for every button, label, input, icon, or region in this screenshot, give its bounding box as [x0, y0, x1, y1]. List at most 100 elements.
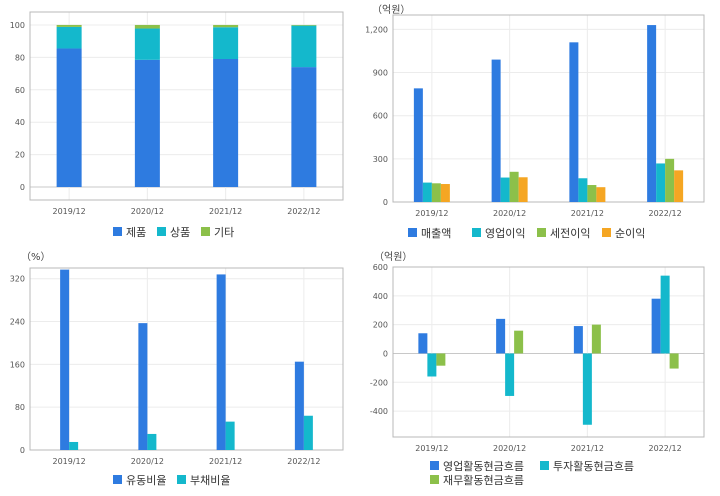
- bar-유동비율-2020/12: [138, 323, 148, 450]
- y-tick-label: 900: [373, 69, 388, 78]
- bar-상품-2020/12: [134, 28, 160, 60]
- legend-label: 유동비율: [126, 474, 166, 487]
- plot-frame: [392, 266, 705, 438]
- legend-swatch: [177, 475, 186, 484]
- y-tick-label: 160: [10, 360, 25, 369]
- bar-매출액-2021/12: [569, 42, 579, 203]
- legend-label: 기타: [214, 226, 234, 239]
- bar-매출액-2022/12: [647, 25, 657, 203]
- bar-매출액-2019/12: [413, 88, 423, 202]
- bar-부채비율-2019/12: [69, 441, 79, 450]
- x-tick-label: 2021/12: [209, 207, 242, 216]
- chart-panel-4: 600 400 200 0 -200 -400 2019/12 2020/12 2021/12 2…: [370, 251, 705, 487]
- bar-세전이익-2020/12: [509, 171, 519, 202]
- chart-panel-1: 0 20 40 60 80 100 2019/12 2020/12 2021/12 2022/12…: [10, 11, 344, 239]
- y-tick-label: 0: [20, 446, 25, 455]
- bar-기타-2019/12: [56, 24, 82, 27]
- y-tick-label: 600: [373, 263, 388, 272]
- bar-제품-2020/12: [134, 59, 160, 188]
- legend-label: 투자활동현금흐름: [553, 459, 634, 473]
- bar-영업이익-2022/12: [656, 163, 666, 202]
- y-tick-label: 40: [15, 118, 25, 127]
- x-tick-label: 2022/12: [287, 457, 320, 466]
- bar-영업활동현금흐름-2022/12: [651, 298, 661, 354]
- x-tick-label: 2020/12: [131, 207, 164, 216]
- y-tick-label: 80: [15, 53, 25, 62]
- y-tick-label: 0: [383, 198, 388, 207]
- bar-유동비율-2022/12: [294, 361, 304, 450]
- legend-swatch: [113, 475, 122, 484]
- bar-세전이익-2021/12: [587, 185, 597, 202]
- legend-swatch: [540, 461, 549, 470]
- x-tick-label: 2019/12: [53, 207, 86, 216]
- x-tick-label: 2021/12: [571, 209, 604, 218]
- plot-frame: [392, 14, 705, 203]
- y-tick-label: 600: [373, 112, 388, 121]
- bar-재무활동현금흐름-2020/12: [514, 330, 524, 354]
- y-tick-label: 320: [10, 275, 25, 284]
- bar-투자활동현금흐름-2021/12: [582, 353, 592, 425]
- legend-label: 부채비율: [190, 474, 230, 487]
- legend-swatch: [113, 227, 122, 236]
- bar-순이익-2021/12: [596, 187, 606, 202]
- bar-상품-2021/12: [213, 27, 239, 59]
- y-tick-label: -200: [370, 378, 388, 387]
- x-tick-label: 2020/12: [493, 209, 526, 218]
- plot-frame: [29, 267, 344, 451]
- y-tick-label: 80: [15, 403, 25, 412]
- bar-투자활동현금흐름-2020/12: [505, 353, 515, 396]
- bar-순이익-2019/12: [440, 184, 450, 202]
- x-tick-label: 2021/12: [209, 457, 242, 466]
- bar-유동비율-2019/12: [60, 269, 70, 450]
- bar-순이익-2020/12: [518, 177, 528, 202]
- y-tick-label: 1,200: [365, 25, 388, 34]
- y-tick-label: 100: [10, 21, 25, 30]
- bar-재무활동현금흐름-2021/12: [591, 324, 601, 354]
- legend-label: 매출액: [421, 227, 451, 240]
- bar-투자활동현금흐름-2022/12: [660, 275, 670, 354]
- bar-세전이익-2022/12: [665, 158, 675, 202]
- legend-swatch: [602, 228, 611, 237]
- chart-panel-3: 0 80 160 240 320 2019/12 2020/12 2021/12 2022/12…: [10, 251, 344, 487]
- bar-상품-2019/12: [56, 26, 82, 49]
- x-tick-label: 2022/12: [287, 207, 320, 216]
- bar-영업이익-2019/12: [422, 182, 432, 202]
- legend-label: 순이익: [615, 227, 645, 240]
- legend-label: 세전이익: [550, 227, 590, 240]
- x-tick-label: 2019/12: [53, 457, 86, 466]
- legend-label: 영업이익: [485, 227, 525, 240]
- legend-swatch: [201, 227, 210, 236]
- bar-기타-2021/12: [213, 24, 239, 28]
- bar-세전이익-2019/12: [431, 183, 441, 202]
- unit-label: （%）: [21, 251, 51, 263]
- legend-label: 재무활동현금흐름: [443, 473, 524, 487]
- bar-재무활동현금흐름-2022/12: [669, 353, 679, 369]
- bar-투자활동현금흐름-2019/12: [427, 353, 437, 377]
- plot-frame: [29, 11, 344, 201]
- bar-순이익-2022/12: [674, 170, 684, 202]
- legend-swatch: [472, 228, 481, 237]
- legend-label: 영업활동현금흐름: [443, 459, 524, 473]
- unit-label: （억원）: [374, 251, 412, 263]
- y-tick-label: 60: [15, 86, 25, 95]
- y-tick-label: 20: [15, 151, 25, 160]
- x-tick-label: 2022/12: [649, 209, 682, 218]
- bar-제품-2019/12: [56, 48, 82, 188]
- bar-부채비율-2022/12: [303, 415, 313, 450]
- bar-영업이익-2020/12: [500, 177, 510, 202]
- x-tick-label: 2020/12: [493, 444, 526, 453]
- bar-기타-2022/12: [291, 24, 317, 26]
- y-tick-label: -400: [370, 407, 388, 416]
- y-tick-label: 0: [20, 183, 25, 192]
- legend-swatch: [430, 461, 439, 470]
- legend-swatch: [157, 227, 166, 236]
- legend-swatch: [430, 475, 439, 484]
- y-tick-label: 400: [373, 292, 388, 301]
- bar-상품-2022/12: [291, 25, 317, 68]
- bar-영업활동현금흐름-2019/12: [418, 333, 428, 354]
- bar-재무활동현금흐름-2019/12: [436, 353, 446, 366]
- y-tick-label: 240: [10, 318, 25, 327]
- x-tick-label: 2019/12: [415, 444, 448, 453]
- bar-영업활동현금흐름-2020/12: [496, 318, 506, 354]
